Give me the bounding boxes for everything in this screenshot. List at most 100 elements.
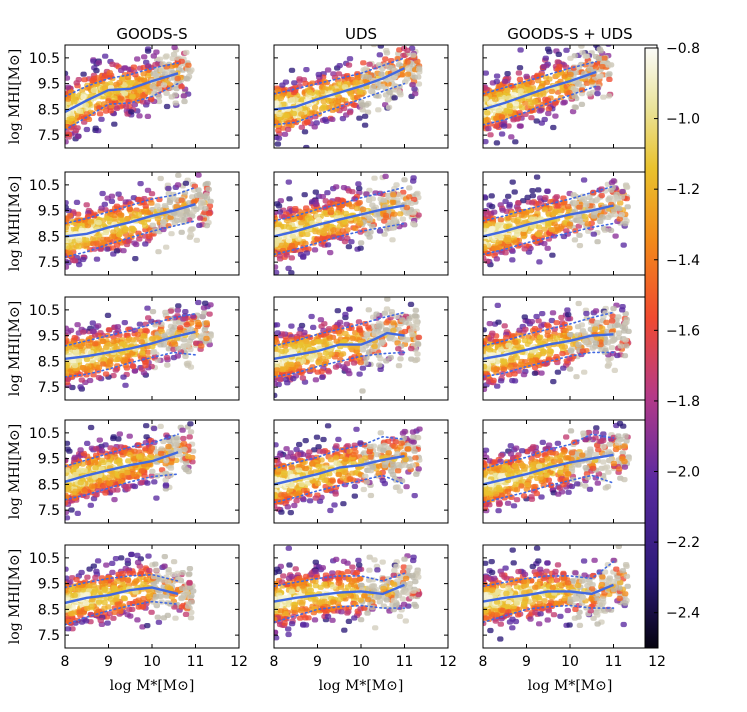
- density-bin: [80, 329, 87, 335]
- density-bin: [110, 339, 117, 345]
- panel-r2-c3: [482, 171, 658, 276]
- density-bin: [334, 210, 341, 216]
- upper-percentile-line: [65, 186, 197, 225]
- density-bin: [567, 348, 575, 354]
- density-bin: [276, 111, 283, 117]
- density-bin: [553, 335, 561, 341]
- density-bin: [298, 124, 305, 130]
- density-bin: [534, 231, 541, 237]
- density-bin: [153, 49, 160, 55]
- density-cloud: [274, 297, 423, 398]
- density-bin: [309, 220, 316, 226]
- density-bin: [576, 232, 583, 238]
- density-bin: [578, 322, 585, 328]
- density-bin: [149, 309, 157, 315]
- density-bin: [98, 116, 105, 122]
- density-bin: [298, 220, 305, 226]
- density-bin: [583, 53, 590, 59]
- density-bin: [538, 120, 545, 126]
- density-bin: [183, 211, 190, 218]
- density-bin: [512, 339, 519, 345]
- density-bin: [195, 172, 202, 178]
- density-bin: [381, 231, 388, 237]
- density-bin: [124, 216, 131, 222]
- median-line: [274, 331, 405, 360]
- density-bin: [407, 301, 415, 307]
- density-bin: [122, 382, 129, 388]
- density-bin: [319, 194, 326, 200]
- density-bin: [156, 56, 163, 62]
- density-bin: [376, 52, 383, 58]
- density-bin: [89, 77, 96, 84]
- density-bin: [109, 61, 116, 67]
- density-bin: [318, 89, 325, 95]
- density-bin: [544, 245, 551, 251]
- density-bin: [563, 228, 570, 234]
- density-bin: [174, 345, 182, 351]
- density-bin: [93, 68, 100, 74]
- density-bin: [125, 238, 133, 244]
- density-bin: [347, 90, 354, 96]
- density-bin: [579, 50, 586, 56]
- density-bin: [182, 315, 189, 321]
- density-bin: [395, 88, 402, 94]
- density-bin: [145, 233, 152, 239]
- density-bin: [575, 82, 583, 88]
- density-bin: [144, 113, 152, 119]
- lower-percentile-line: [483, 85, 597, 126]
- density-bin: [116, 232, 123, 238]
- density-bin: [83, 356, 91, 362]
- density-bin: [544, 322, 551, 328]
- density-bin: [576, 243, 584, 249]
- density-bin: [483, 364, 488, 370]
- density-bin: [117, 95, 124, 101]
- density-bin: [336, 81, 343, 87]
- upper-percentile-line: [274, 186, 406, 222]
- density-bin: [276, 209, 284, 215]
- density-bin: [318, 323, 325, 329]
- density-bin: [501, 78, 509, 84]
- density-bin: [623, 184, 631, 190]
- density-bin: [315, 360, 323, 366]
- density-bin: [362, 360, 369, 366]
- density-bin: [592, 308, 600, 314]
- density-bin: [595, 56, 603, 62]
- density-bin: [274, 100, 280, 106]
- density-bin: [299, 375, 307, 381]
- density-bin: [615, 314, 622, 320]
- density-bin: [560, 100, 567, 106]
- density-bin: [111, 95, 118, 101]
- density-bin: [490, 377, 497, 383]
- lower-percentile-line: [274, 222, 406, 256]
- density-bin: [365, 324, 372, 330]
- density-bin: [347, 344, 354, 351]
- density-bin: [483, 85, 488, 91]
- density-bin: [82, 241, 89, 247]
- density-bin: [155, 249, 162, 255]
- density-bin: [285, 265, 292, 271]
- density-bin: [523, 73, 530, 79]
- density-bin: [384, 297, 391, 302]
- density-bin: [82, 102, 89, 108]
- density-bin: [355, 319, 363, 325]
- density-bin: [566, 366, 574, 372]
- density-bin: [142, 223, 149, 229]
- density-bin: [403, 76, 411, 82]
- density-bin: [117, 195, 124, 201]
- density-bin: [348, 325, 355, 331]
- density-bin: [541, 207, 549, 213]
- density-bin: [149, 83, 156, 89]
- density-bin: [589, 318, 596, 324]
- density-bin: [397, 356, 404, 362]
- density-bin: [400, 222, 408, 228]
- density-bin: [361, 122, 369, 128]
- density-bin: [580, 177, 588, 183]
- density-bin: [549, 310, 557, 316]
- density-bin: [352, 79, 359, 85]
- density-bin: [104, 246, 111, 252]
- density-bin: [547, 348, 555, 355]
- density-bin: [335, 329, 342, 335]
- density-bin: [516, 76, 524, 82]
- density-bin: [548, 227, 555, 233]
- density-bin: [531, 370, 539, 376]
